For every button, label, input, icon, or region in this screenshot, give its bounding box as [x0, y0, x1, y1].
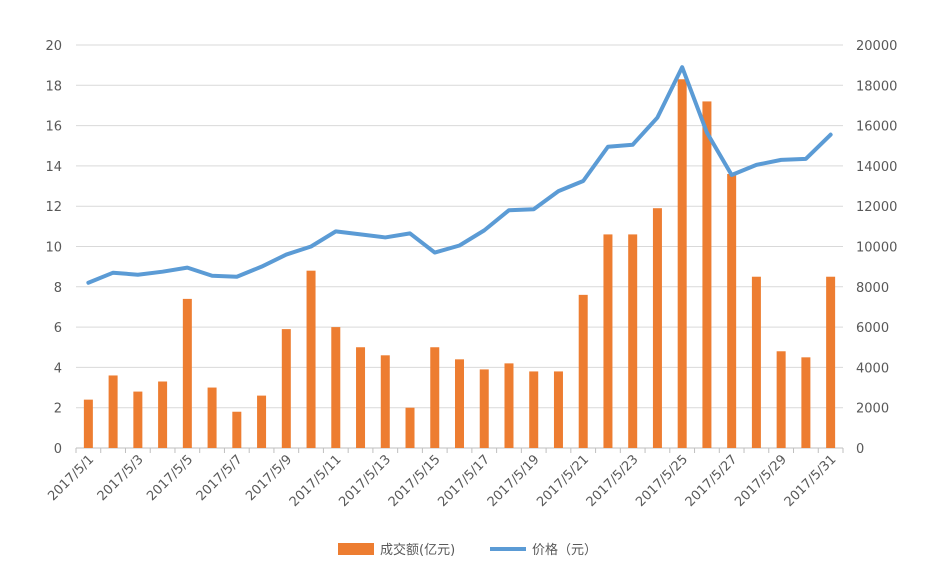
x-tick-label: 2017/5/25: [633, 452, 691, 510]
legend-bar-swatch: [338, 543, 374, 555]
bar: [776, 351, 786, 448]
bar: [182, 298, 192, 448]
x-tick-label: 2017/5/13: [336, 452, 394, 510]
bar: [628, 234, 638, 448]
bar: [83, 399, 93, 448]
y-axis-right: 0 2000 4000 6000 8000 10000 12000 14000 16000 180…: [856, 39, 897, 457]
y-left-tick-label: 20: [45, 39, 62, 54]
y-right-tick-label: 14000: [856, 160, 897, 175]
x-axis: 2017/5/12017/5/32017/5/52017/5/72017/5/9…: [45, 448, 844, 510]
x-tick-label: 2017/5/23: [584, 452, 642, 510]
x-tick-label: 2017/5/27: [683, 452, 741, 510]
bar: [257, 395, 267, 448]
x-tick-label: 2017/5/11: [287, 452, 345, 510]
bar: [751, 276, 761, 448]
y-left-tick-label: 4: [54, 361, 62, 376]
x-tick-label: 2017/5/31: [782, 452, 840, 510]
bar: [108, 375, 118, 448]
x-tick-label: 2017/5/15: [386, 452, 444, 510]
line-series: [86, 65, 833, 285]
bar: [232, 411, 242, 448]
bar: [801, 357, 811, 448]
y-right-tick-label: 4000: [856, 361, 889, 376]
x-tick-label: 2017/5/9: [243, 452, 295, 504]
bar: [504, 363, 514, 448]
y-axis-left: 0 2 4 6 8 10 12 14 16 18 20: [45, 39, 62, 457]
x-tick-label: 2017/5/5: [144, 452, 196, 504]
bar: [306, 270, 316, 448]
bar: [727, 173, 737, 448]
price-line: [86, 65, 833, 285]
bar: [677, 79, 687, 448]
y-right-tick-label: 2000: [856, 402, 889, 417]
y-left-tick-label: 8: [54, 281, 62, 296]
y-left-tick-label: 14: [45, 160, 62, 175]
y-left-tick-label: 2: [54, 402, 62, 417]
y-left-tick-label: 10: [45, 241, 62, 256]
bar: [331, 327, 341, 448]
bar: [380, 355, 390, 448]
bar: [455, 359, 464, 448]
y-right-tick-label: 6000: [856, 321, 889, 336]
y-right-tick-label: 12000: [856, 200, 897, 215]
x-tick-label: 2017/5/7: [194, 452, 246, 504]
legend: 成交额(亿元) 价格（元）: [338, 542, 597, 558]
bar: [826, 276, 836, 448]
bar: [529, 371, 539, 448]
bar: [702, 101, 712, 449]
y-left-tick-label: 0: [54, 442, 62, 457]
bar: [430, 347, 440, 448]
bar: [652, 208, 662, 448]
y-right-tick-label: 0: [856, 442, 864, 457]
x-tick-label: 2017/5/19: [485, 452, 543, 510]
legend-line-label: 价格（元）: [532, 542, 597, 558]
bar-series: [83, 79, 836, 449]
x-tick-label: 2017/5/29: [732, 452, 790, 510]
x-tick-label: 2017/5/17: [435, 452, 493, 510]
x-tick-label: 2017/5/21: [534, 452, 592, 510]
bar: [133, 391, 143, 448]
bar: [405, 407, 415, 448]
y-right-tick-label: 8000: [856, 281, 889, 296]
bar: [281, 329, 291, 448]
bar: [207, 387, 217, 448]
bar: [553, 371, 563, 448]
y-left-tick-label: 18: [45, 79, 62, 94]
y-right-tick-label: 18000: [856, 79, 897, 94]
legend-bar-label: 成交额(亿元): [380, 542, 455, 558]
y-left-tick-label: 12: [45, 200, 62, 215]
bar: [158, 381, 168, 448]
y-right-tick-label: 16000: [856, 120, 897, 135]
bar: [578, 294, 588, 448]
y-left-tick-label: 6: [54, 321, 62, 336]
bar: [356, 347, 366, 448]
bar: [603, 234, 613, 448]
y-left-tick-label: 16: [45, 120, 62, 135]
x-tick-label: 2017/5/1: [45, 452, 97, 504]
y-right-tick-label: 20000: [856, 39, 897, 54]
bar: [479, 369, 489, 448]
x-tick-label: 2017/5/3: [95, 452, 147, 504]
y-right-tick-label: 10000: [856, 241, 897, 256]
